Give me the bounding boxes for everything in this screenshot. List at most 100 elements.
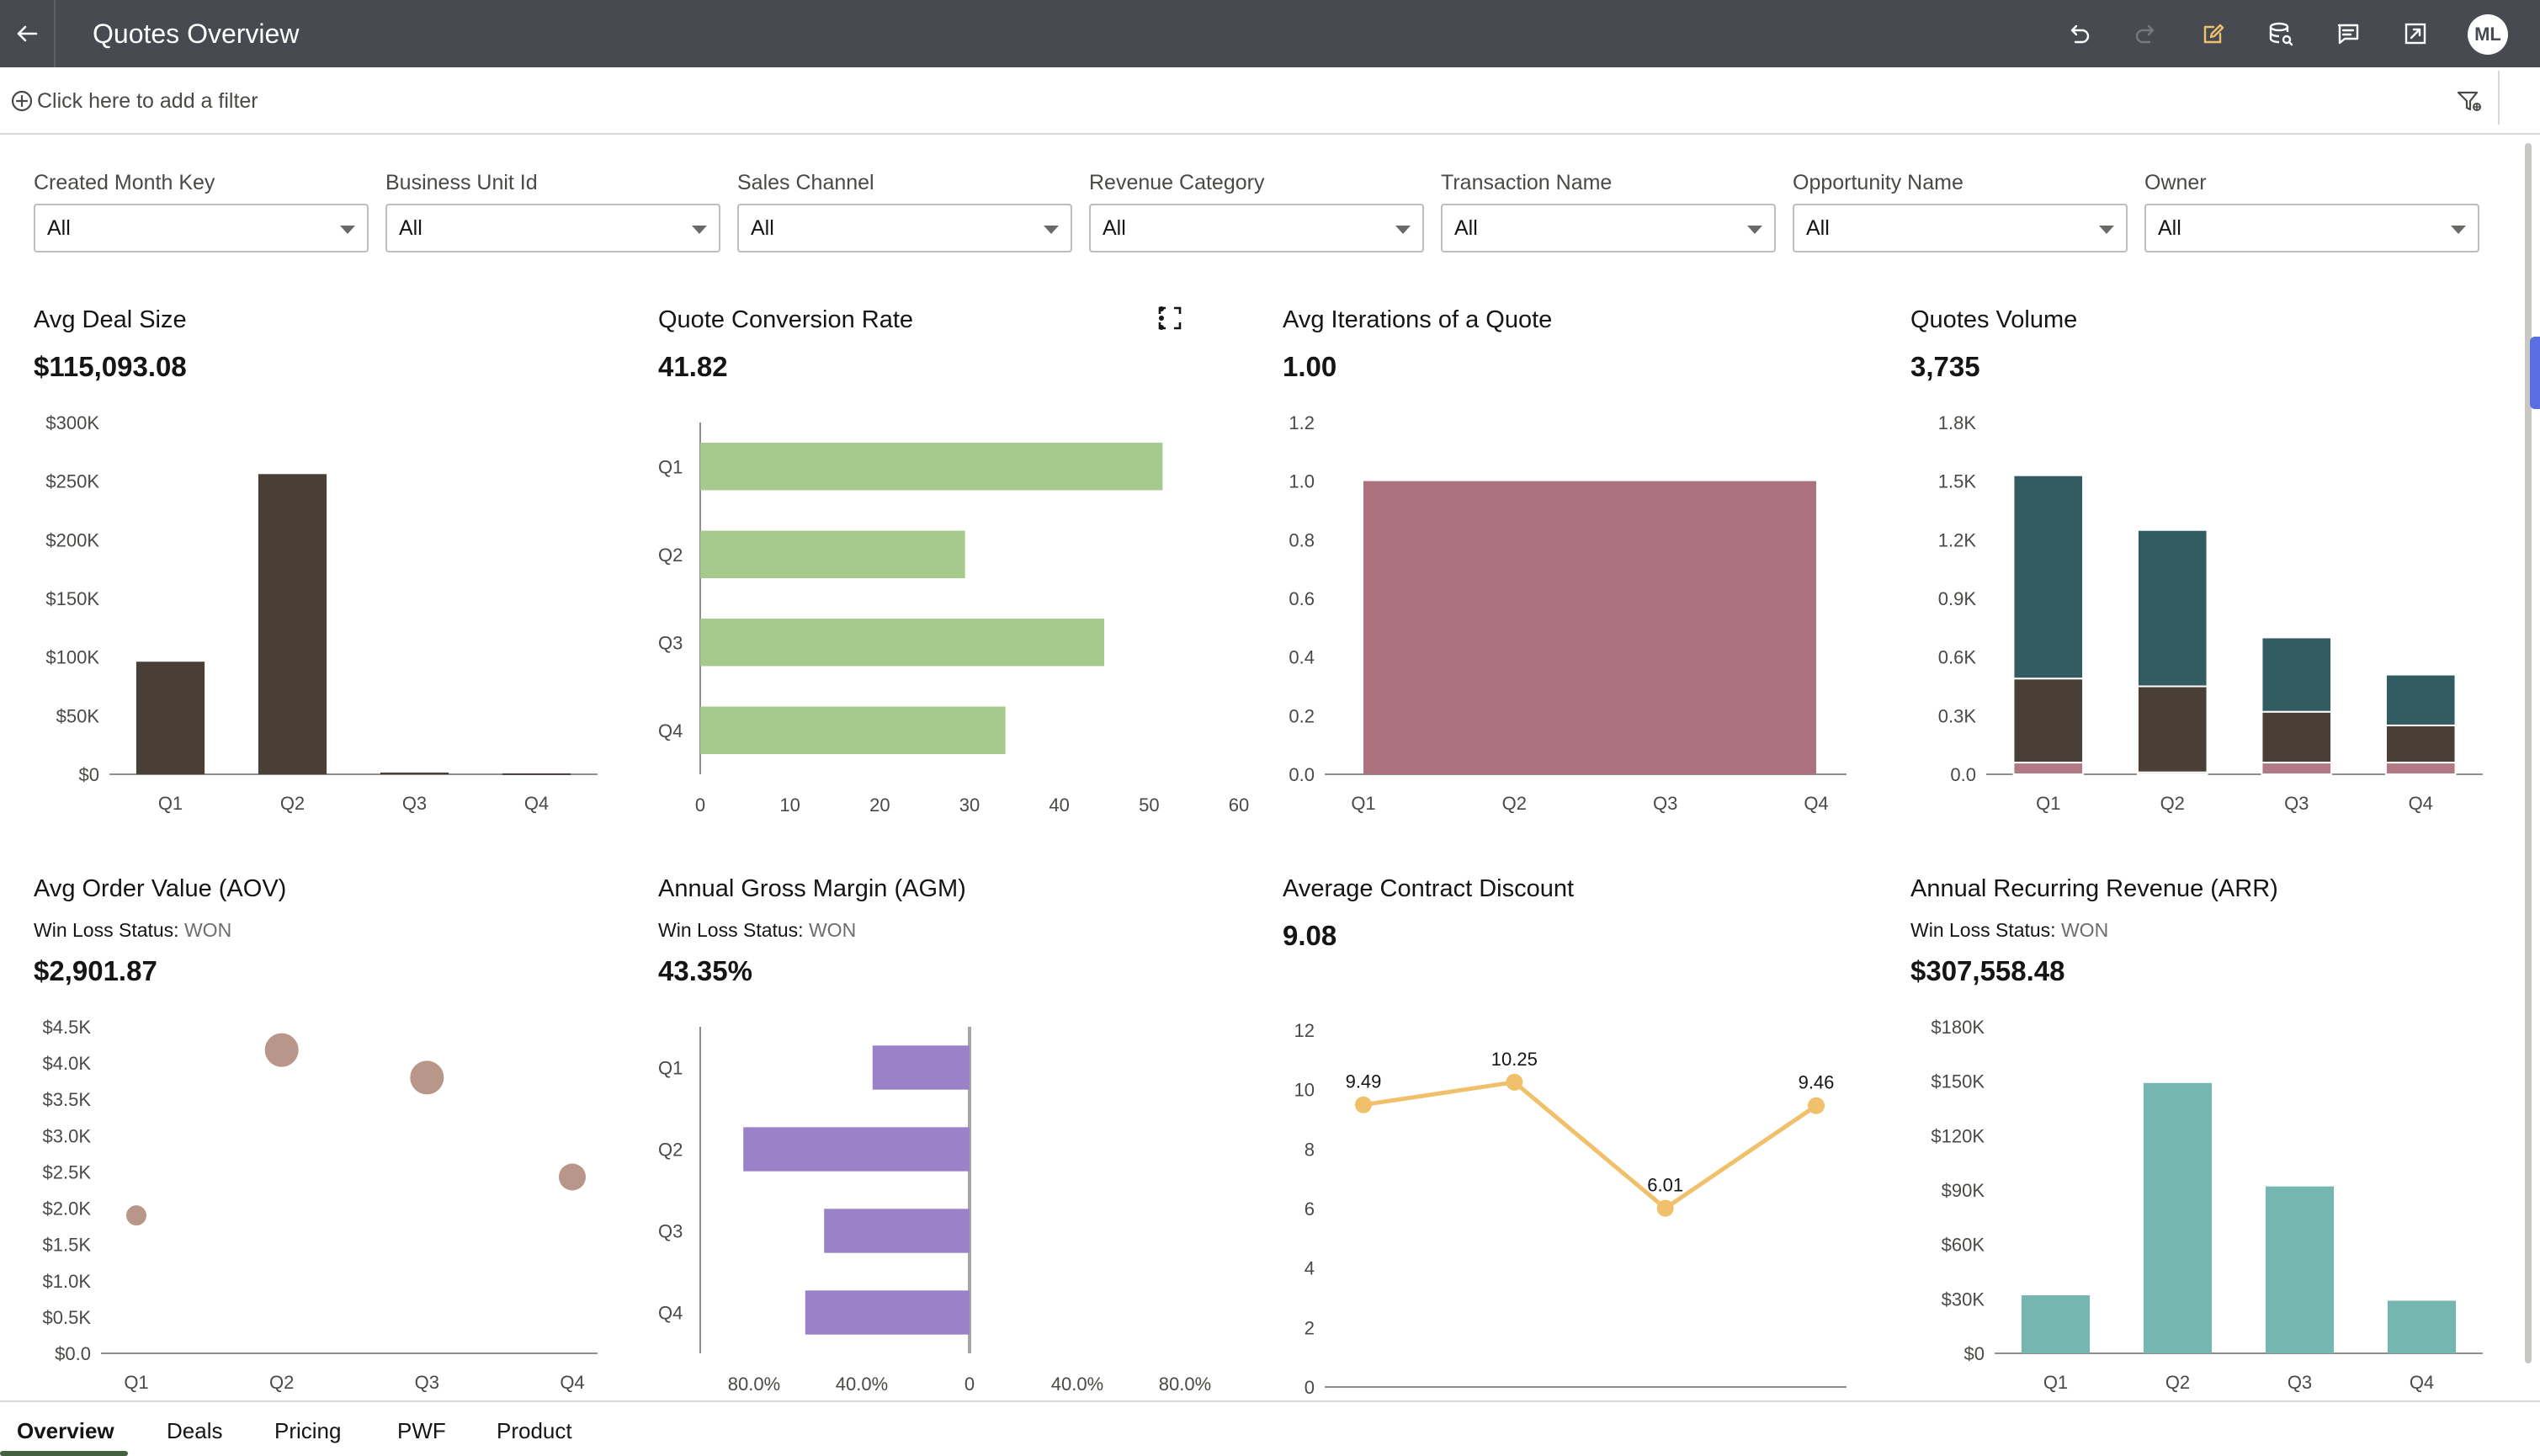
y-tick-label: 2 [1305,1317,1315,1338]
filter-label: Win Loss Status: [34,919,179,941]
bar-segment-q4 [2384,762,2457,776]
avg-iterations-chart[interactable]: 0.0 0.2 0.4 0.6 0.8 1.0 1.2 Q1 Q2 Q3 Q4 [1283,412,1863,818]
user-avatar[interactable]: ML [2468,14,2508,55]
opportunity-name-dropdown[interactable]: All [1793,204,2128,252]
edit-button[interactable] [2198,19,2229,49]
data-label: 9.46 [1799,1072,1835,1093]
x-tick-label: Q3 [1653,793,1677,814]
dropdown-value: All [2158,216,2181,240]
bar-segment-q4 [2384,673,2457,726]
back-button[interactable] [0,0,56,67]
tab-overview[interactable]: Overview [17,1418,114,1443]
back-arrow-icon [17,25,38,42]
data-button[interactable] [2266,19,2296,49]
bar-segment-q4 [2384,724,2457,764]
x-tick-label: Q2 [2165,1372,2190,1393]
bar-q4 [2387,1300,2457,1353]
filter-label: Win Loss Status: [1910,919,2056,941]
page-scrollbar[interactable] [2525,143,2532,1363]
quote-conversion-chart[interactable]: Q1 Q2 Q3 Q4 0 10 20 30 40 50 60 [658,414,1249,818]
bar-q1 [872,1045,970,1090]
tile-value: 9.08 [1283,920,1337,951]
avg-deal-size-chart[interactable]: $0 $50K $100K $150K $200K $250K $300K Q1 Q2 Q3 Q4 [34,412,614,818]
category-label: Q3 [658,632,683,653]
created-month-key-dropdown[interactable]: All [34,204,369,252]
more-options-icon[interactable] [1156,305,1166,332]
selector-business-unit-id: Business Unit Id All [385,168,720,252]
x-tick-label: Q1 [124,1372,148,1393]
x-tick-label: 60 [1229,794,1249,816]
y-tick-label: 0.9K [1938,588,1977,609]
export-button[interactable] [2400,19,2431,49]
sales-channel-dropdown[interactable]: All [737,204,1072,252]
bar-q1 [2021,1295,2091,1353]
revenue-category-dropdown[interactable]: All [1089,204,1424,252]
filter-value: WON [808,919,857,941]
filter-settings-button[interactable] [2454,86,2484,116]
bar-q1 [136,662,205,774]
tab-product[interactable]: Product [497,1418,572,1443]
owner-dropdown[interactable]: All [2144,204,2479,252]
y-tick-label: 10 [1294,1080,1315,1101]
transaction-name-dropdown[interactable]: All [1441,204,1776,252]
x-tick-label: Q2 [1502,793,1527,814]
x-tick-label: 40 [1049,794,1069,816]
tab-deals[interactable]: Deals [167,1418,223,1443]
bar-q2 [700,530,965,578]
scrollbar-thumb[interactable] [2530,337,2540,409]
selector-opportunity-name: Opportunity Name All [1793,168,2128,252]
filter-value: WON [2060,919,2109,941]
y-tick-label: 1.0 [1289,471,1315,492]
tile-filter-info: Win Loss Status: WON [34,917,231,943]
y-tick-label: $0.0 [55,1343,91,1364]
bar-segment-q1 [2012,762,2085,776]
tile-title: Quotes Volume [1910,306,2078,333]
x-tick-label: Q1 [2036,793,2060,814]
bar-q4 [502,773,571,775]
bar-segment-q3 [2261,710,2333,764]
y-tick-label: 6 [1305,1198,1315,1220]
y-tick-label: $4.0K [43,1053,92,1074]
business-unit-id-dropdown[interactable]: All [385,204,720,252]
x-tick-label: 40.0% [836,1374,888,1395]
comment-button[interactable] [2333,19,2363,49]
data-icon [2269,22,2293,46]
agm-chart[interactable]: Q1 Q2 Q3 Q4 80.0% 40.0% 0 40.0% 80.0% [658,1018,1247,1397]
bar-q1 [700,443,1163,491]
x-tick-label: 30 [959,794,980,816]
tile-filter-info: Win Loss Status: WON [1910,917,2108,943]
add-filter-text: Click here to add a filter [37,89,258,113]
app-header: Quotes Overview ML [0,0,2540,67]
bubble-q2 [264,1033,299,1067]
dropdown-value: All [1103,216,1126,240]
add-filter-button[interactable]: Click here to add a filter [10,88,258,114]
line-series [1363,1080,1818,1211]
redo-button[interactable] [2131,19,2161,49]
tile-filter-info: Win Loss Status: WON [658,917,856,943]
quotes-volume-chart[interactable]: 0.0 0.3K 0.6K 0.9K 1.2K 1.5K 1.8K Q1 Q2 Q3 Q4 [1910,412,2491,818]
tile-title: Annual Recurring Revenue (ARR) [1910,875,2278,902]
tile-title: Avg Deal Size [34,306,187,333]
undo-button[interactable] [2064,19,2094,49]
page-title: Quotes Overview [93,19,300,49]
selector-label: Business Unit Id [385,171,538,194]
bar-q3 [700,619,1104,667]
arr-chart[interactable]: $0 $30K $60K $90K $120K $150K $180K Q1 Q2 Q3 Q4 [1910,1017,2491,1397]
aov-chart[interactable]: $0.0 $0.5K $1.0K $1.5K $2.0K $2.5K $3.0K $3.5K $… [34,1017,614,1397]
bubble-q3 [410,1060,444,1095]
bubble-q4 [559,1163,586,1191]
y-tick-label: $100K [45,647,99,668]
y-tick-label: 1.2 [1289,412,1315,433]
dropdown-value: All [399,216,422,240]
tab-pwf[interactable]: PWF [397,1418,446,1443]
tile-value: 43.35% [658,955,752,986]
bar-q3 [824,1209,970,1253]
tab-pricing[interactable]: Pricing [274,1418,342,1443]
category-label: Q2 [658,1140,683,1161]
bar-q2 [258,474,327,774]
category-label: Q3 [658,1221,683,1242]
bar-q2 [743,1127,970,1172]
y-tick-label: 0.0 [1289,764,1315,785]
selector-label: Transaction Name [1441,171,1613,194]
